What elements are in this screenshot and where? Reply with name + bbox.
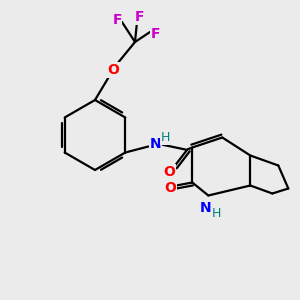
Text: H: H xyxy=(160,131,170,144)
Text: N: N xyxy=(149,137,161,152)
Text: H: H xyxy=(212,207,221,220)
Text: F: F xyxy=(112,13,122,27)
Text: O: O xyxy=(164,181,176,194)
Text: O: O xyxy=(107,63,119,77)
Text: O: O xyxy=(164,164,175,178)
Text: F: F xyxy=(150,27,160,41)
Text: N: N xyxy=(200,200,211,214)
Text: F: F xyxy=(135,10,145,24)
